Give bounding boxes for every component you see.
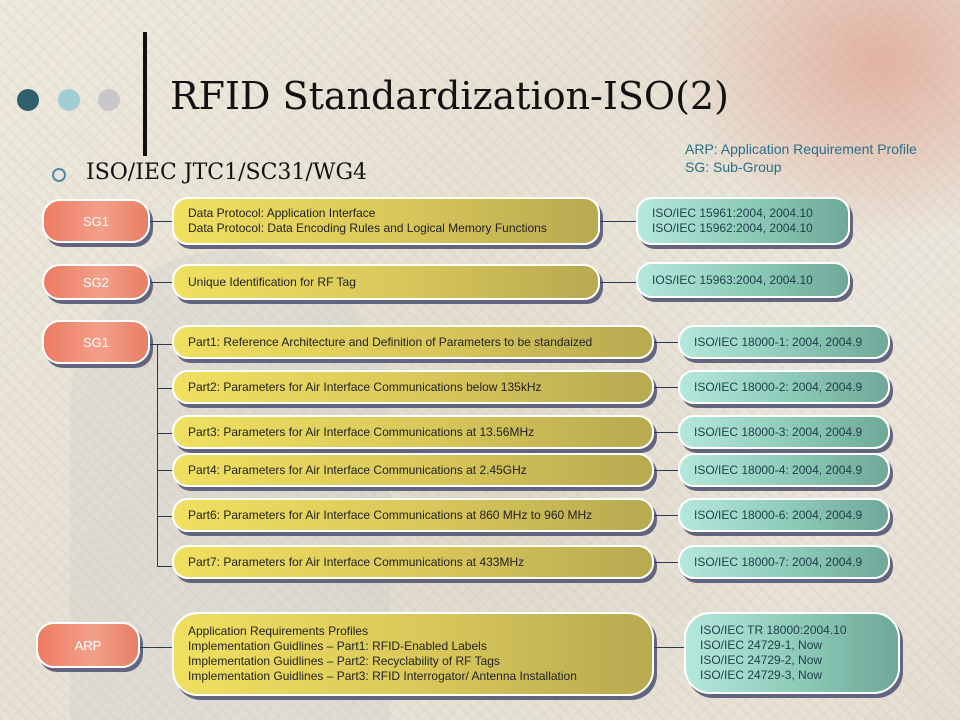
desc-line: Data Protocol: Application Interface xyxy=(188,206,376,220)
iso-18000-1-box: ISO/IEC 18000-1: 2004, 2004.9 xyxy=(678,325,890,359)
desc-line: Unique Identification for RF Tag xyxy=(188,274,356,289)
legend-sg: SG: Sub-Group xyxy=(685,159,782,175)
sg1-label: SG1 xyxy=(82,213,109,229)
part2-box: Part2: Parameters for Air Interface Comm… xyxy=(172,370,654,404)
std-line: ISO/IEC 18000-1: 2004, 2004.9 xyxy=(694,334,863,349)
part6-box: Part6: Parameters for Air Interface Comm… xyxy=(172,498,654,532)
std-line: ISO/IEC 24729-3, Now xyxy=(700,668,823,682)
desc-line: Implementation Guidlines – Part1: RFID-E… xyxy=(188,639,487,653)
connector xyxy=(150,221,172,222)
connector xyxy=(654,562,678,563)
page-title: RFID Standardization-ISO(2) xyxy=(170,74,729,118)
part4-box: Part4: Parameters for Air Interface Comm… xyxy=(172,453,654,487)
iso-18000-3-box: ISO/IEC 18000-3: 2004, 2004.9 xyxy=(678,415,890,449)
part7-box: Part7: Parameters for Air Interface Comm… xyxy=(172,545,654,579)
desc-line: Part6: Parameters for Air Interface Comm… xyxy=(188,507,593,522)
dot-gray xyxy=(98,89,120,111)
std-line: ISO/IEC 18000-2: 2004, 2004.9 xyxy=(694,379,863,394)
std-line: ISO/IEC 15961:2004, 2004.10 xyxy=(652,206,813,220)
std-line: ISO/IEC 24729-1, Now xyxy=(700,638,823,652)
desc-line: Data Protocol: Data Encoding Rules and L… xyxy=(188,221,547,235)
connector xyxy=(600,221,636,222)
desc-line: Part2: Parameters for Air Interface Comm… xyxy=(188,379,542,394)
legend: ARP: Application Requirement Profile SG:… xyxy=(685,140,917,176)
connector xyxy=(157,516,172,517)
sg2-box: SG2 xyxy=(42,264,150,300)
connector xyxy=(150,282,172,283)
part1-box: Part1: Reference Architecture and Defini… xyxy=(172,325,654,359)
title-divider xyxy=(143,32,147,156)
sg1-air-interface-box: SG1 xyxy=(42,320,150,364)
dot-dark xyxy=(17,89,39,111)
std-line: ISO/IEC 18000-7: 2004, 2004.9 xyxy=(694,554,863,569)
subtitle: ISO/IEC JTC1/SC31/WG4 xyxy=(86,160,368,185)
desc-line: Implementation Guidlines – Part3: RFID I… xyxy=(188,669,577,683)
arp-label: ARP xyxy=(74,637,102,653)
connector xyxy=(157,433,172,434)
desc-line: Implementation Guidlines – Part2: Recycl… xyxy=(188,654,500,668)
unique-id-box: Unique Identification for RF Tag xyxy=(172,264,600,300)
connector xyxy=(157,470,172,471)
desc-line: Part1: Reference Architecture and Defini… xyxy=(188,334,593,349)
iso-15961-box: ISO/IEC 15961:2004, 2004.10 ISO/IEC 1596… xyxy=(636,197,850,245)
connector xyxy=(654,470,678,471)
desc-line: Application Requirements Profiles xyxy=(188,624,369,638)
sg1-box: SG1 xyxy=(42,199,150,243)
desc-line: Part4: Parameters for Air Interface Comm… xyxy=(188,462,527,477)
sg2-label: SG2 xyxy=(82,274,109,290)
iso-18000-7-box: ISO/IEC 18000-7: 2004, 2004.9 xyxy=(678,545,890,579)
std-line: ISO/IEC 18000-4: 2004, 2004.9 xyxy=(694,462,863,477)
connector xyxy=(157,388,172,389)
connector xyxy=(654,342,678,343)
desc-line: Part7: Parameters for Air Interface Comm… xyxy=(188,554,525,569)
legend-arp: ARP: Application Requirement Profile xyxy=(685,141,917,157)
arp-profiles-box: Application Requirements Profiles Implem… xyxy=(172,612,654,696)
connector xyxy=(157,566,172,567)
dot-light xyxy=(58,89,80,111)
iso-18000-6-box: ISO/IEC 18000-6: 2004, 2004.9 xyxy=(678,498,890,532)
std-line: ISO/IEC 24729-2, Now xyxy=(700,653,823,667)
connector xyxy=(600,282,636,283)
data-protocol-box: Data Protocol: Application Interface Dat… xyxy=(172,197,600,245)
iso-24729-box: ISO/IEC TR 18000:2004.10 ISO/IEC 24729-1… xyxy=(684,612,900,694)
std-line: IOS/IEC 15963:2004, 2004.10 xyxy=(652,272,813,287)
connector xyxy=(654,515,678,516)
desc-line: Part3: Parameters for Air Interface Comm… xyxy=(188,424,535,439)
iso-15963-box: IOS/IEC 15963:2004, 2004.10 xyxy=(636,262,850,298)
connector xyxy=(654,387,678,388)
sg1-label: SG1 xyxy=(82,334,109,350)
connector xyxy=(654,432,678,433)
std-line: ISO/IEC 15962:2004, 2004.10 xyxy=(652,221,813,235)
connector xyxy=(140,647,172,648)
std-line: ISO/IEC TR 18000:2004.10 xyxy=(700,623,847,637)
iso-18000-2-box: ISO/IEC 18000-2: 2004, 2004.9 xyxy=(678,370,890,404)
bullet-icon xyxy=(52,168,66,182)
arp-box: ARP xyxy=(36,622,140,668)
connector xyxy=(654,647,684,648)
part3-box: Part3: Parameters for Air Interface Comm… xyxy=(172,415,654,449)
iso-18000-4-box: ISO/IEC 18000-4: 2004, 2004.9 xyxy=(678,453,890,487)
std-line: ISO/IEC 18000-6: 2004, 2004.9 xyxy=(694,507,863,522)
tree-trunk xyxy=(157,344,158,567)
std-line: ISO/IEC 18000-3: 2004, 2004.9 xyxy=(694,424,863,439)
connector xyxy=(150,344,172,345)
